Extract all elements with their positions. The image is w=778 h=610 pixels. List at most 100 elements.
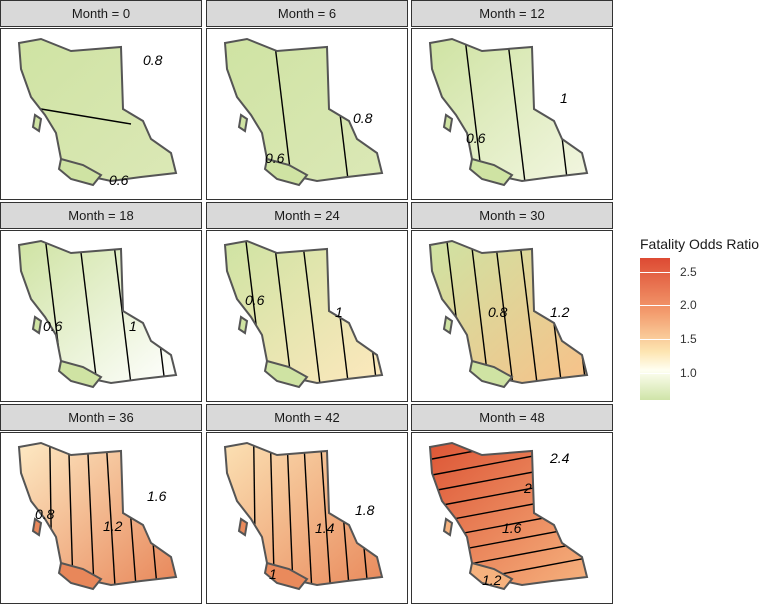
contour-label: 0.6	[466, 130, 486, 146]
legend-title: Fatality Odds Ratio	[640, 236, 760, 252]
province-outline	[428, 37, 589, 183]
facet-strip-label: Month = 36	[0, 404, 202, 431]
map-panel: 0.6 1	[206, 230, 408, 402]
contour-label: 0.8	[143, 52, 163, 68]
province-fill	[225, 241, 382, 383]
facet-panel: Month = 48 2.4 2 1.6 1.2	[411, 404, 615, 605]
map-svg: 2.4 2 1.6 1.2	[428, 441, 589, 591]
facet-strip-label: Month = 42	[206, 404, 408, 431]
island-outline	[442, 517, 454, 537]
facet-panel: Month = 12 1 0.6	[411, 0, 615, 201]
legend-colorbar	[640, 258, 670, 400]
contour-line	[319, 443, 333, 585]
province-outline	[223, 37, 384, 183]
province-fill	[19, 39, 176, 181]
contour-label: 1	[129, 318, 137, 334]
facet-panel: Month = 18 1 0.6	[0, 202, 204, 403]
legend-tick-mark	[640, 271, 670, 273]
contour-label: 0.6	[109, 172, 129, 188]
island-outline	[31, 517, 43, 537]
province-outline	[223, 239, 384, 385]
facet-strip-label: Month = 30	[411, 202, 613, 229]
province-outline	[17, 239, 178, 385]
island-outline	[263, 157, 309, 187]
contour-line	[302, 443, 314, 585]
map-panel: 0.8 0.6	[0, 28, 202, 200]
island-outline	[31, 113, 43, 133]
facet-panel: Month = 6 0.8 0.6	[206, 0, 410, 201]
province-outline	[17, 441, 178, 587]
contour-line	[301, 241, 323, 383]
contour-label: 0.6	[245, 292, 265, 308]
contour-label: 1	[560, 90, 568, 106]
island-outline	[468, 561, 514, 591]
legend-tick-mark	[640, 372, 670, 374]
island-outline	[57, 561, 103, 591]
island-outline	[442, 315, 454, 335]
island-outline	[442, 113, 454, 133]
contour-label: 1	[335, 304, 343, 320]
map-svg: 0.8 1.2 1.6	[17, 441, 178, 591]
island-outline	[237, 113, 249, 133]
province-outline	[428, 239, 589, 385]
province-fill	[19, 443, 176, 585]
contour-label: 1.2	[482, 572, 502, 588]
map-panel: 2.4 2 1.6 1.2	[411, 432, 613, 604]
province-fill	[430, 39, 587, 181]
province-outline	[17, 37, 178, 183]
contour-label: 0.6	[43, 318, 63, 334]
contour-label: 0.8	[488, 304, 508, 320]
legend-tick-label: 1.0	[680, 365, 697, 380]
contour-line	[40, 108, 132, 125]
facet-panel: Month = 30 0.8 1.2	[411, 202, 615, 403]
facet-strip-label: Month = 48	[411, 404, 613, 431]
facet-panel: Month = 42 1 1.4 1.8	[206, 404, 410, 605]
contour-line	[506, 39, 528, 181]
contour-label: 0.8	[35, 506, 55, 522]
map-panel: 0.8 0.6	[206, 28, 408, 200]
province-outline	[428, 441, 589, 587]
province-fill	[225, 39, 382, 181]
map-svg: 0.8 1.2	[428, 239, 589, 389]
map-panel: 0.8 1.2	[411, 230, 613, 402]
map-svg: 0.8 0.6	[17, 37, 178, 188]
province-fill	[430, 241, 587, 383]
contour-line	[105, 443, 117, 585]
legend-tick-label: 1.5	[680, 332, 697, 347]
map-panel: 1 0.6	[0, 230, 202, 402]
facet-strip-label: Month = 18	[0, 202, 202, 229]
contour-line	[112, 241, 134, 383]
island-outline	[237, 517, 249, 537]
legend-tick-label: 2.5	[680, 264, 697, 279]
facet-strip-label: Month = 0	[0, 0, 202, 27]
map-svg: 0.8 0.6	[223, 37, 384, 187]
map-svg: 1 1.4 1.8	[223, 441, 384, 591]
island-outline	[31, 315, 43, 335]
map-panel: 0.8 1.2 1.6	[0, 432, 202, 604]
map-svg: 0.61	[223, 239, 384, 389]
map-panel: 1 0.6	[411, 28, 613, 200]
contour-label: 1.2	[550, 304, 570, 320]
contour-label: 1	[269, 566, 277, 582]
contour-label: 0.6	[265, 150, 285, 166]
contour-label: 0.8	[353, 110, 373, 126]
facet-panel: Month = 24 0.6 1	[206, 202, 410, 403]
legend-tick-mark	[640, 339, 670, 341]
island-outline	[263, 561, 309, 591]
province-fill	[225, 443, 382, 585]
contour-label: 1.8	[355, 502, 375, 518]
legend-tick-mark	[640, 305, 670, 307]
island-outline	[57, 157, 103, 187]
contour-label: 1.6	[147, 488, 167, 504]
facet-panel: Month = 36 0.8 1.2 1.6	[0, 404, 204, 605]
contour-label: 1.2	[103, 518, 123, 534]
island-outline	[237, 315, 249, 335]
facet-strip-label: Month = 12	[411, 0, 613, 27]
map-svg: 10.6	[17, 239, 178, 389]
contour-label: 1.6	[502, 520, 522, 536]
island-outline	[468, 359, 514, 389]
contour-line	[494, 241, 516, 383]
contour-label: 2	[523, 480, 532, 496]
contour-label: 2.4	[549, 450, 570, 466]
facet-strip-label: Month = 6	[206, 0, 408, 27]
